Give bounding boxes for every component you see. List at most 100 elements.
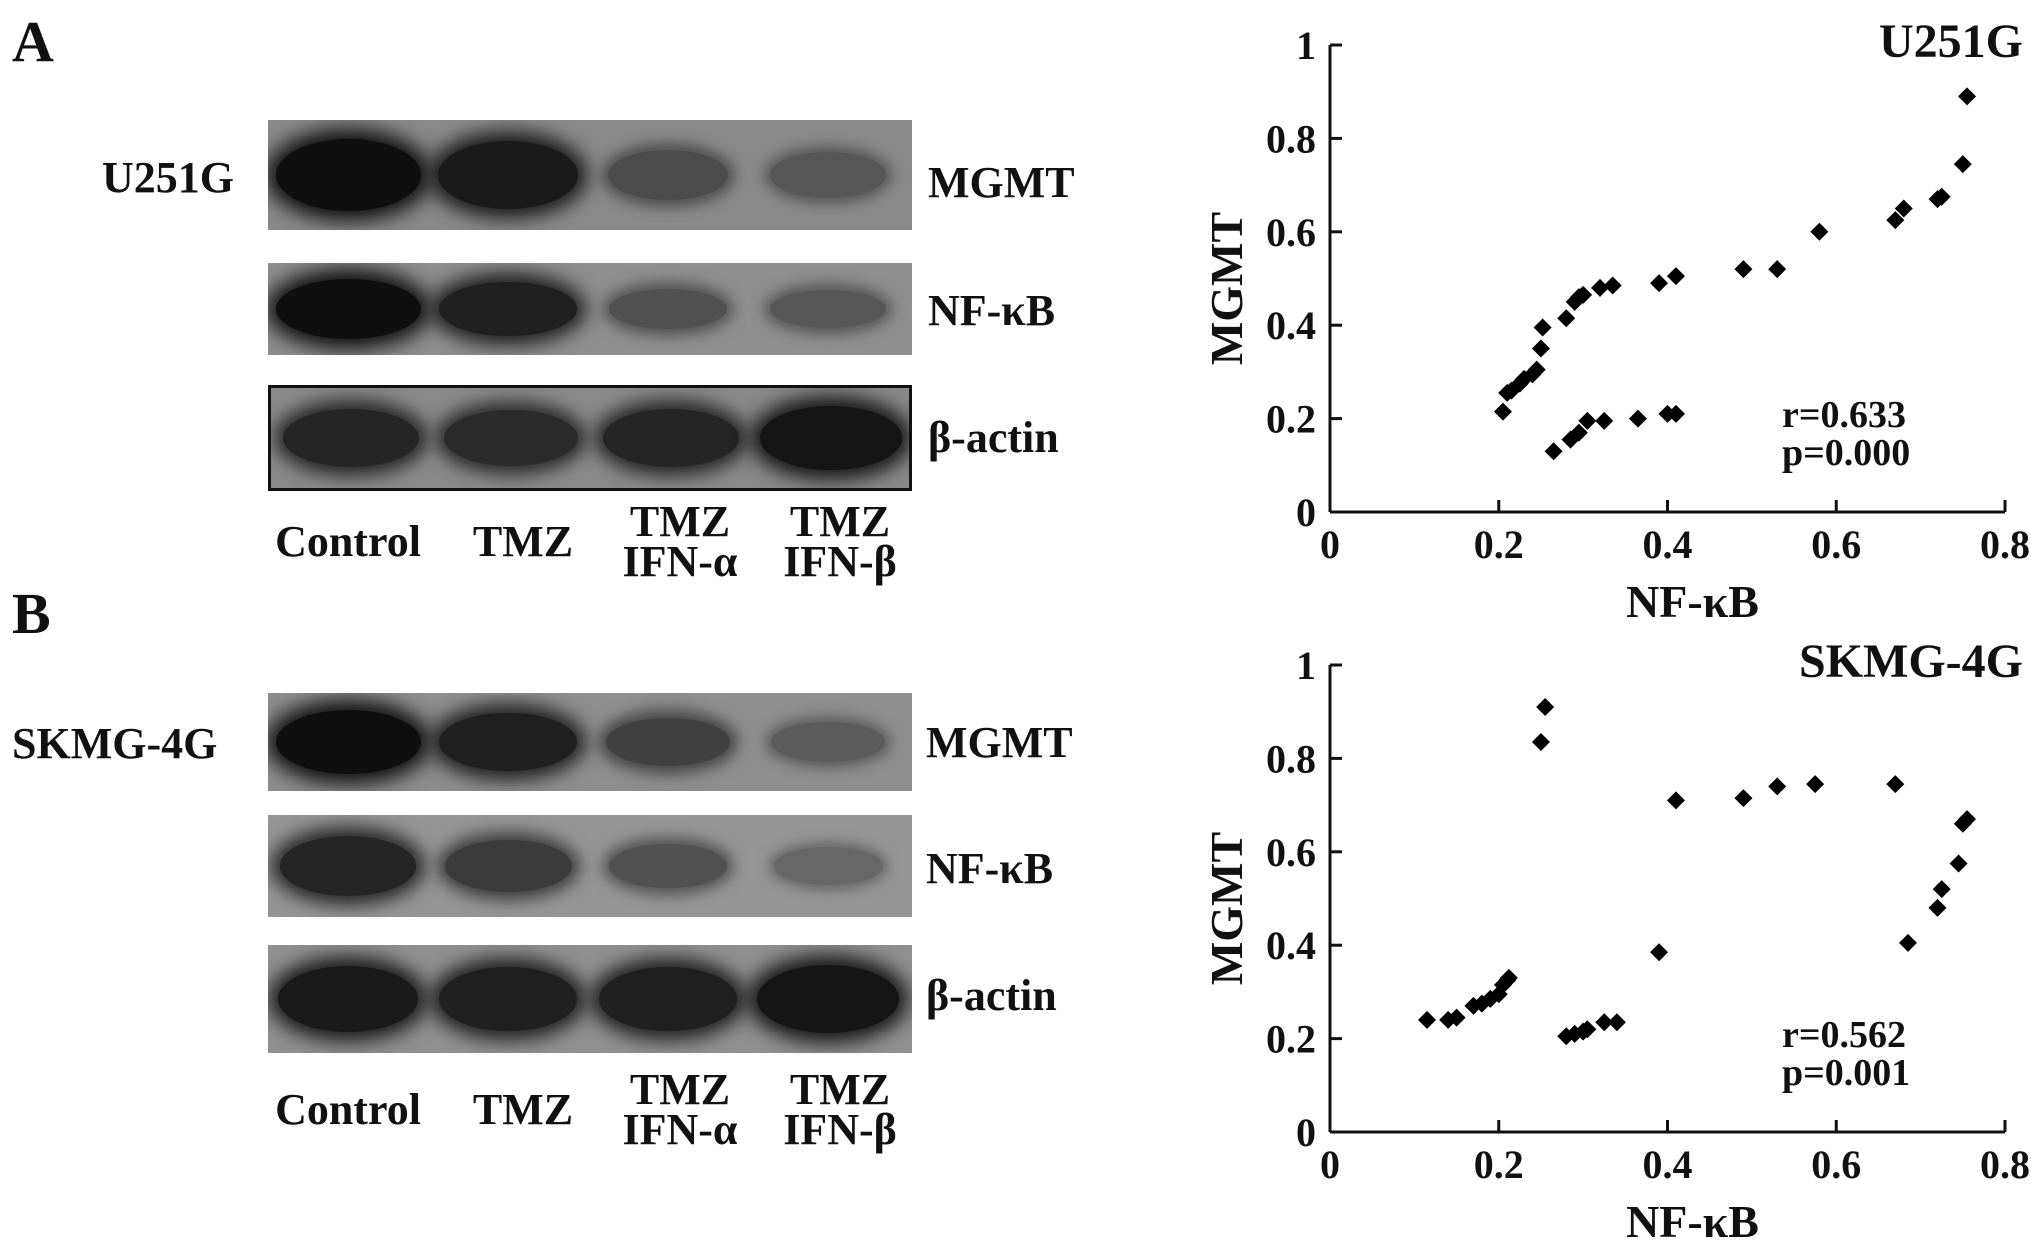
skmg4g-point [1650,943,1669,962]
u251g-y-tick-label: 0.4 [1266,303,1316,348]
skmg4g-title: SKMG-4G [1799,635,2023,688]
u251g-point [1810,222,1829,241]
skmg4g-x-tick-label: 0.6 [1811,1142,1861,1187]
skmg4g-point [1932,880,1951,899]
panel-b-lane-tmz: TMZ [472,1085,574,1134]
skmg4g-y-tick-label: 0.2 [1266,1017,1316,1062]
skmg4g-x-tick-label: 0.2 [1474,1142,1524,1187]
panel-a-actin-band-tmz-ifnb [759,406,903,470]
skmg4g-point [1734,789,1753,808]
u251g-point [1603,276,1622,295]
skmg4g-x-label: NF-κB [1626,1196,1759,1247]
skmg4g-y-tick-label: 0 [1296,1110,1316,1155]
u251g-annotation: p=0.000 [1782,432,1910,474]
u251g-point [1958,87,1977,106]
skmg4g-point [1949,854,1968,873]
skmg4g-x-tick-label: 0 [1320,1142,1340,1187]
skmg4g-x-tick-label: 0.4 [1643,1142,1693,1187]
skmg4g-y-tick-label: 0.4 [1266,923,1316,968]
panel-a-actin-band-tmz [444,409,578,467]
panel-b-nfkb-band-tmz-ifnb [773,847,883,885]
panel-b-actin-band-tmz [438,966,578,1032]
panel-b-nfkb-band-tmz [444,839,572,892]
u251g-y-tick-label: 1 [1296,23,1316,68]
skmg4g-point [1928,898,1947,917]
panel-a-letter: A [12,9,54,74]
panel-b-actin-band-tmz-ifna [598,966,738,1032]
panel-b-mgmt-band-tmz-ifnb [771,722,885,762]
panel-b-nfkb-label: NF-κB [926,844,1054,893]
u251g-point [1932,187,1951,206]
u251g-point [1894,199,1913,218]
skmg4g-point [1666,791,1685,810]
panel-b-letter: B [12,581,51,646]
panel-a-lane-tmz-ifna: TMZ IFN-α [622,497,738,586]
u251g-point [1886,211,1905,230]
skmg4g-point [1806,775,1825,794]
panel-b-nfkb-band-control [280,836,416,896]
panel-a-cell-line: U251G [102,153,234,202]
skmg4g-point [1418,1010,1437,1029]
u251g-point [1533,318,1552,337]
u251g-y-label: MGMT [1201,212,1252,365]
panel-a-nfkb-band-tmz [438,281,578,337]
panel-a-lane-tmz-ifnb: TMZ IFN-β [783,497,897,586]
u251g-x-tick-label: 0.8 [1980,522,2030,567]
panel-a-lane-control: Control [275,517,421,566]
u251g-point [1544,442,1563,461]
panel-b-actin-label: β-actin [926,971,1057,1020]
panel-b-actin-band-tmz-ifnb [756,964,900,1034]
u251g-point [1628,409,1647,428]
skmg4g-x-tick-label: 0.8 [1980,1142,2030,1187]
u251g-point [1527,360,1546,379]
panel-a-actin-label: β-actin [928,413,1059,462]
u251g-x-tick-label: 0.2 [1474,522,1524,567]
panel-a-nfkb-band-tmz-ifnb [770,289,886,329]
u251g-annotation: r=0.633 [1782,394,1906,436]
panel-a-mgmt-label: MGMT [928,158,1075,207]
panel-a-nfkb-blot [268,263,912,355]
skmg4g-point [1536,698,1555,717]
panel-b-nfkb-blot [268,815,912,917]
skmg4g-y-tick-label: 0.8 [1266,736,1316,781]
u251g-point [1531,339,1550,358]
u251g-x-tick-label: 0.4 [1643,522,1693,567]
panel-b-actin-band-control [277,965,419,1033]
panel-b-mgmt-blot [268,693,912,791]
panel-b-nfkb-band-tmz-ifna [609,843,727,889]
skmg4g-point [1565,1024,1584,1043]
panel-a-actin-band-tmz-ifna [603,409,739,467]
panel-a-actin-band-control [283,409,419,467]
u251g-x-label: NF-κB [1626,576,1759,620]
panel-a-mgmt-band-tmz-ifnb [770,151,886,199]
panel-b-cell-line: SKMG-4G [12,719,218,768]
panel-b-mgmt-band-tmz-ifna [605,717,731,767]
u251g-point [1578,411,1597,430]
u251g-point [1734,260,1753,279]
skmg4g-point [1531,733,1550,752]
panel-b-actin-blot [268,945,912,1053]
panel-a-nfkb-band-tmz-ifna [609,288,727,330]
skmg4g-annotation: p=0.001 [1782,1052,1910,1094]
skmg4g-y-tick-label: 0.6 [1266,830,1316,875]
panel-a-nfkb-label: NF-κB [928,286,1056,335]
skmg4g-point [1499,968,1518,987]
u251g-y-tick-label: 0.2 [1266,397,1316,442]
panel-a-mgmt-band-tmz-ifna [607,149,729,201]
skmg4g-point [1768,777,1787,796]
panel-b-lane-control: Control [275,1085,421,1134]
u251g-point [1557,309,1576,328]
skmg4g-point [1595,1013,1614,1032]
u251g-point [1574,285,1593,304]
u251g-point [1569,423,1588,442]
panel-b-lane-tmz-ifna: TMZ IFN-α [622,1065,738,1154]
panel-a-nfkb-band-control [275,279,421,339]
u251g-x-tick-label: 0.6 [1811,522,1861,567]
u251g-point [1768,260,1787,279]
skmg4g-point [1898,933,1917,952]
skmg4g-y-tick-label: 1 [1296,643,1316,688]
u251g-point [1595,411,1614,430]
u251g-y-tick-label: 0.6 [1266,210,1316,255]
u251g-scatter-chart: 0 0.2 0.4 0.6 0.8 1 0 0.2 0.4 0.6 0.8 U251G NF-κB MGM… [1201,15,2030,620]
panel-a-mgmt-blot [268,120,912,230]
